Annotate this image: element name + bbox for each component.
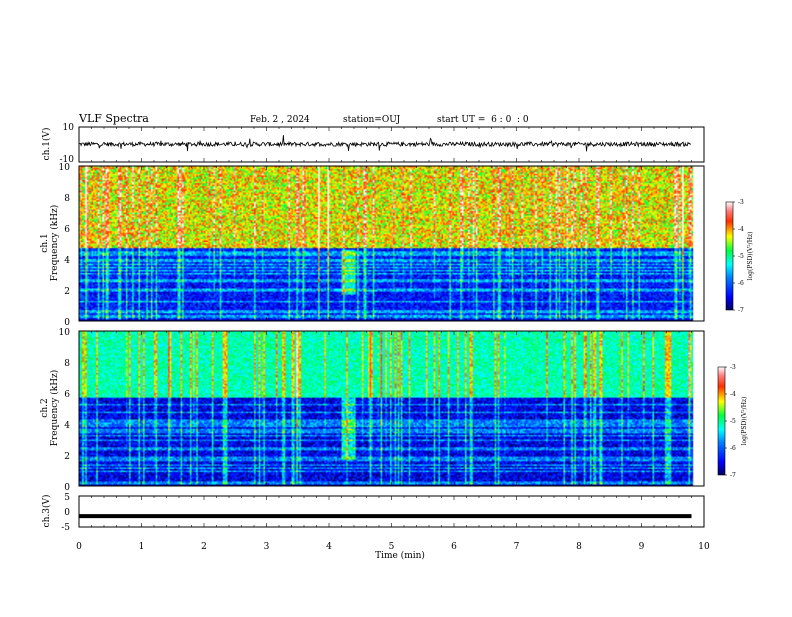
ch3-ylabel: ch.3(V): [41, 495, 52, 528]
ch1-cb-tick-m7: -7: [738, 307, 744, 314]
start-ut-label: start UT = 6 : 0 : 0: [437, 115, 529, 125]
ch2-ytick-6: 6: [64, 390, 70, 400]
ch3-ytick-5: 5: [64, 493, 70, 503]
xtick-8: 8: [576, 542, 582, 552]
ch2-cb-tick-m5: -5: [730, 418, 736, 425]
ch3-ticks: [78, 496, 705, 527]
ch1-ylabel-frequency: Frequency (kHz): [49, 205, 60, 282]
ch1-colorbar-label: log(PSD)(V²/Hz): [747, 232, 754, 281]
station-label: station=OUJ: [343, 115, 401, 125]
ch1-cb-tick-m5: -5: [738, 253, 744, 260]
figure-title: VLF Spectra: [78, 112, 149, 125]
ch1-ytick-2: 2: [64, 287, 70, 297]
ch3-ytick-m5: -5: [61, 523, 70, 533]
ch1-ytick-6: 6: [64, 225, 70, 235]
xtick-2: 2: [201, 542, 207, 552]
ch1-ytick-10: 10: [59, 163, 71, 173]
ch1-ytick-4: 4: [64, 256, 70, 266]
ch1-colorbar-ticks: [733, 201, 735, 311]
ch1-colorbar: [725, 201, 734, 311]
ch1-cb-tick-m4: -4: [738, 226, 744, 233]
ch1-ylabel: ch.1(V): [41, 128, 52, 161]
ch2-ytick-8: 8: [64, 359, 70, 369]
ch2-cb-tick-m3: -3: [730, 364, 736, 371]
ch1-spectrogram-image: [79, 166, 704, 321]
ch2-ytick-2: 2: [64, 452, 70, 462]
ch2-ytick-4: 4: [64, 421, 70, 431]
ch1-ytick-top: 10: [63, 123, 75, 133]
ch2-cb-tick-m6: -6: [730, 445, 736, 452]
ch2-ylabel-frequency: Frequency (kHz): [49, 370, 60, 447]
xtick-7: 7: [514, 542, 520, 552]
xtick-4: 4: [326, 542, 332, 552]
ch1-ytick-0: 0: [64, 318, 70, 328]
ch1-waveform-panel: 10 -10 ch.1(V): [41, 123, 705, 165]
ch1-ticks: [78, 127, 705, 162]
ch1-ytick-bottom: -10: [60, 155, 75, 165]
ch2-ylabel-channel: ch.2: [40, 398, 50, 417]
ch2-spectrogram-panel: 0 2 4 6 8 10 ch.2 Frequency (kHz) -3 -4 …: [40, 328, 748, 493]
ch2-spectrogram-ticks: [78, 331, 705, 486]
ch1-cb-tick-m6: -6: [738, 280, 744, 287]
ch1-spectrogram-panel: 0 2 4 6 8 10 ch.1 Frequency (kHz) -3 -4 …: [40, 163, 754, 328]
ch1-cb-tick-m3: -3: [738, 199, 744, 206]
xtick-10: 10: [698, 542, 710, 552]
ch1-ytick-8: 8: [64, 194, 70, 204]
ch2-ytick-0: 0: [64, 483, 70, 493]
ch2-cb-tick-m4: -4: [730, 391, 736, 398]
spec1-raster: [79, 166, 704, 321]
xtick-1: 1: [139, 542, 145, 552]
ch1-spectrogram-ticks: [78, 166, 705, 321]
xtick-5: 5: [389, 542, 395, 552]
date-label: Feb. 2 , 2024: [250, 115, 310, 125]
ch3-ytick-0: 0: [64, 508, 70, 518]
ch2-spectrogram-image: [79, 331, 704, 486]
ch2-cb-tick-m7: -7: [730, 472, 736, 479]
spec2-raster: [79, 331, 704, 486]
xtick-3: 3: [264, 542, 270, 552]
x-axis-label: Time (min): [375, 550, 425, 561]
ch2-ytick-10: 10: [59, 328, 71, 338]
xtick-9: 9: [639, 542, 645, 552]
ch3-panel: 5 0 -5 ch.3(V): [41, 493, 705, 533]
ch1-ylabel-channel: ch.1: [40, 233, 50, 252]
xtick-6: 6: [451, 542, 457, 552]
ch1-waveform-line: [78, 135, 691, 152]
x-axis: 0 1 2 3 4 5 6 7 8 9 10 Time (min): [76, 542, 710, 561]
ch2-colorbar: [717, 366, 726, 476]
xtick-0: 0: [76, 542, 82, 552]
ch2-colorbar-label: log(PSD)(V²/Hz): [741, 397, 748, 446]
ch2-colorbar-ticks: [725, 366, 727, 476]
